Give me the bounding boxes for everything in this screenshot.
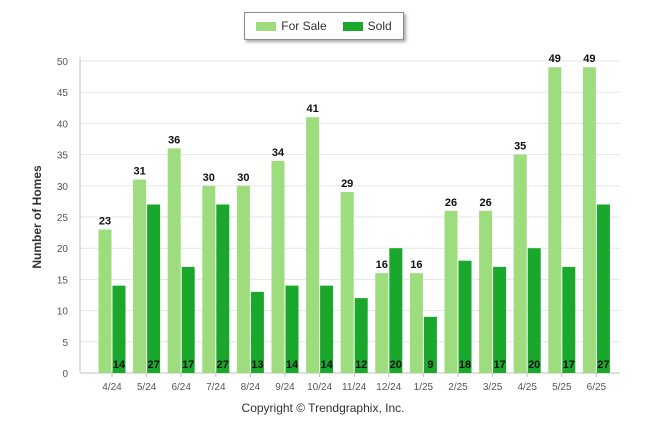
- data-label-sold: 20: [390, 359, 402, 371]
- bar-sold: [112, 285, 126, 373]
- bar-sold: [527, 248, 541, 373]
- data-label-sold: 17: [563, 359, 575, 371]
- x-tick-label: 5/25: [552, 382, 572, 393]
- x-tick-label: 7/24: [206, 382, 226, 393]
- x-tick-label: 6/24: [171, 382, 191, 393]
- bar-for-sale: [236, 185, 250, 373]
- data-label-sold: 17: [493, 359, 505, 371]
- bar-sold: [320, 285, 334, 373]
- x-tick-label: 5/24: [137, 382, 157, 393]
- y-tick-label: 30: [57, 182, 69, 193]
- x-tick-label: 9/24: [275, 382, 295, 393]
- data-label-for-sale: 35: [514, 141, 526, 153]
- x-tick-label: 3/25: [483, 382, 503, 393]
- bar-for-sale: [306, 117, 320, 373]
- bar-for-sale: [582, 67, 596, 374]
- legend-item-sold[interactable]: Sold: [342, 19, 392, 33]
- data-label-for-sale: 49: [583, 53, 595, 65]
- data-label-for-sale: 26: [479, 197, 491, 209]
- data-label-sold: 18: [459, 359, 471, 371]
- bar-for-sale: [479, 210, 493, 373]
- data-label-sold: 27: [597, 359, 609, 371]
- legend-swatch-for-sale: [256, 21, 277, 31]
- data-label-sold: 14: [320, 359, 333, 371]
- data-label-sold: 14: [113, 359, 126, 371]
- legend-swatch-sold: [342, 21, 363, 31]
- bar-for-sale: [340, 192, 354, 373]
- x-tick-label: 8/24: [241, 382, 261, 393]
- bar-sold: [596, 204, 610, 373]
- bar-for-sale: [409, 273, 423, 373]
- x-tick-label: 6/25: [587, 382, 607, 393]
- bar-for-sale: [271, 160, 285, 373]
- data-label-sold: 9: [427, 359, 433, 371]
- data-label-for-sale: 49: [549, 53, 561, 65]
- bar-sold: [147, 204, 161, 373]
- bar-for-sale: [133, 179, 147, 373]
- chart-legend: For Sale Sold: [244, 12, 404, 40]
- data-label-for-sale: 30: [203, 172, 215, 184]
- x-tick-label: 10/24: [307, 382, 332, 393]
- data-label-sold: 17: [182, 359, 194, 371]
- legend-label-for-sale: For Sale: [281, 19, 327, 33]
- y-tick-label: 15: [57, 275, 69, 286]
- data-label-for-sale: 34: [272, 147, 285, 159]
- bar-for-sale: [375, 273, 389, 373]
- y-axis-label: Number of Homes: [30, 165, 44, 269]
- x-tick-label: 2/25: [448, 382, 468, 393]
- bar-for-sale: [513, 154, 527, 373]
- x-tick-label: 12/24: [376, 382, 401, 393]
- legend-item-for-sale[interactable]: For Sale: [256, 19, 327, 33]
- data-label-for-sale: 36: [168, 134, 180, 146]
- x-tick-label: 4/24: [102, 382, 122, 393]
- x-tick-label: 11/24: [342, 382, 367, 393]
- bar-for-sale: [202, 185, 216, 373]
- bar-sold: [458, 260, 472, 373]
- bar-sold: [389, 248, 403, 373]
- data-label-sold: 20: [528, 359, 540, 371]
- y-tick-label: 10: [57, 307, 69, 318]
- bar-sold: [181, 266, 195, 373]
- bar-sold: [250, 291, 264, 373]
- bar-sold: [354, 298, 368, 373]
- x-tick-label: 1/25: [414, 382, 434, 393]
- bar-for-sale: [98, 229, 112, 373]
- data-label-for-sale: 23: [99, 215, 111, 227]
- bar-sold: [285, 285, 299, 373]
- data-label-for-sale: 30: [237, 172, 249, 184]
- bar-sold: [493, 266, 507, 373]
- data-label-for-sale: 41: [306, 103, 318, 115]
- bar-sold: [562, 266, 576, 373]
- y-tick-label: 0: [62, 369, 68, 380]
- y-tick-label: 40: [57, 119, 69, 130]
- y-tick-label: 20: [57, 244, 69, 255]
- y-tick-label: 35: [57, 151, 69, 162]
- x-tick-label: 4/25: [517, 382, 537, 393]
- data-label-sold: 13: [251, 359, 263, 371]
- y-tick-label: 50: [57, 57, 69, 68]
- data-label-for-sale: 16: [376, 259, 388, 271]
- y-tick-label: 5: [62, 338, 68, 349]
- y-tick-label: 45: [57, 88, 69, 99]
- data-label-for-sale: 26: [445, 197, 457, 209]
- bar-sold: [423, 316, 437, 373]
- bar-for-sale: [167, 148, 181, 373]
- data-label-for-sale: 29: [341, 178, 353, 190]
- bar-for-sale: [548, 67, 562, 374]
- bar-for-sale: [444, 210, 458, 373]
- data-label-for-sale: 16: [410, 259, 422, 271]
- data-label-for-sale: 31: [133, 166, 145, 178]
- copyright-text: Copyright © Trendgraphix, Inc.: [241, 401, 405, 415]
- y-tick-label: 25: [57, 213, 69, 224]
- data-label-sold: 27: [217, 359, 229, 371]
- legend-label-sold: Sold: [367, 19, 392, 33]
- data-label-sold: 27: [147, 359, 159, 371]
- data-label-sold: 14: [286, 359, 299, 371]
- data-label-sold: 12: [355, 359, 367, 371]
- bar-sold: [216, 204, 230, 373]
